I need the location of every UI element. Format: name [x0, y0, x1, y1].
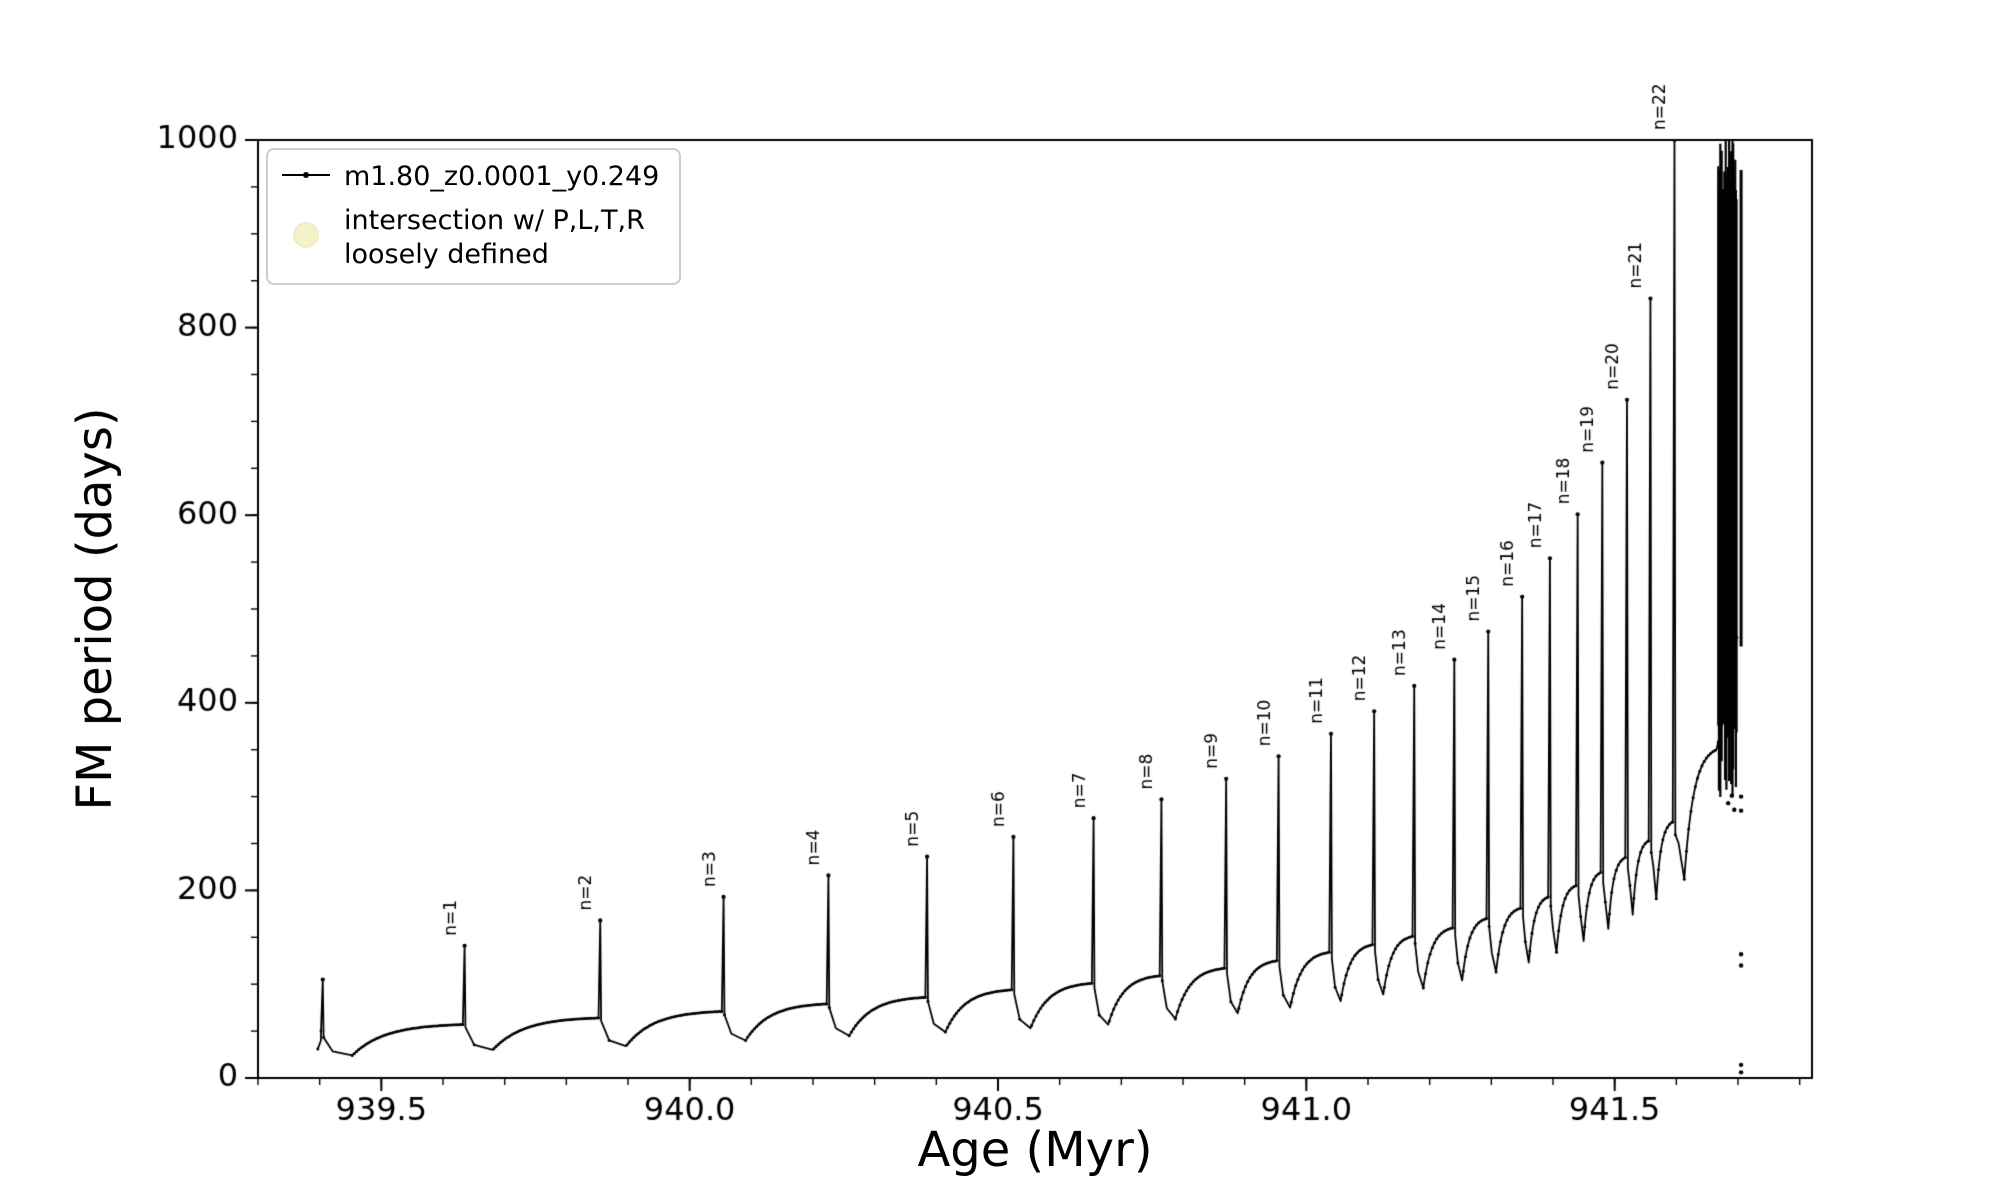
legend: m1.80_z0.0001_y0.249 intersection w/ P,L… [266, 148, 682, 286]
legend-intersection-line1: intersection w/ P,L,T,R [344, 204, 645, 236]
legend-intersection-label: intersection w/ P,L,T,R loosely defined [344, 204, 645, 272]
legend-entry-series: m1.80_z0.0001_y0.249 [282, 160, 659, 194]
legend-series-label: m1.80_z0.0001_y0.249 [344, 161, 660, 192]
legend-intersection-line2: loosely defined [344, 238, 549, 270]
circle-marker-icon [282, 204, 330, 248]
y-axis-label: FM period (days) [67, 407, 123, 811]
legend-entry-intersection: intersection w/ P,L,T,R loosely defined [282, 204, 659, 272]
line-dot-marker-icon [282, 160, 330, 190]
x-axis-label: Age (Myr) [917, 1122, 1153, 1178]
